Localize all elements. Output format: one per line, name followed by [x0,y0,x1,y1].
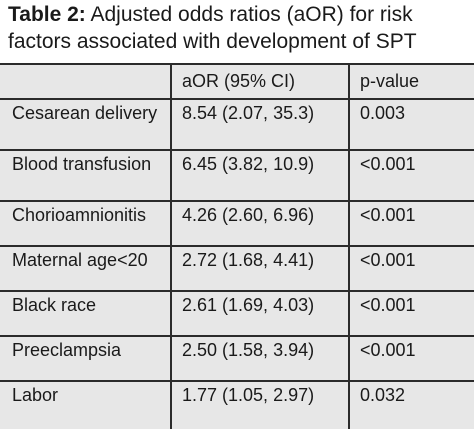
p-value-cell: <0.001 [348,335,474,382]
p-value-cell: 0.003 [348,98,474,151]
table-row: Preeclampsia 2.50 (1.58, 3.94) <0.001 [0,335,474,382]
caption-label: Table 2: [8,3,86,26]
table-row: Chorioamnionitis 4.26 (2.60, 6.96) <0.00… [0,200,474,247]
p-value-cell: <0.001 [348,149,474,202]
odds-ratio-table: aOR (95% CI) p-value Cesarean delivery 8… [0,63,474,429]
factor-cell: Labor [0,380,172,429]
aor-cell: 6.45 (3.82, 10.9) [170,149,350,202]
p-value-cell: <0.001 [348,200,474,247]
aor-cell: 2.50 (1.58, 3.94) [170,335,350,382]
aor-cell: 8.54 (2.07, 35.3) [170,98,350,151]
factor-cell: Black race [0,290,172,337]
table-row: Cesarean delivery 8.54 (2.07, 35.3) 0.00… [0,98,474,151]
factor-cell: Blood transfusion [0,149,172,202]
aor-cell: 2.72 (1.68, 4.41) [170,245,350,292]
aor-cell: 1.77 (1.05, 2.97) [170,380,350,429]
header-aor: aOR (95% CI) [170,63,350,100]
table-row: Blood transfusion 6.45 (3.82, 10.9) <0.0… [0,149,474,202]
p-value-cell: <0.001 [348,290,474,337]
header-p-value: p-value [348,63,474,100]
table-row: Maternal age<20 2.72 (1.68, 4.41) <0.001 [0,245,474,292]
p-value-cell: 0.032 [348,380,474,429]
factor-cell: Cesarean delivery [0,98,172,151]
table-row: Labor 1.77 (1.05, 2.97) 0.032 [0,380,474,429]
table-caption: Table 2: Adjusted odds ratios (aOR) for … [8,1,470,55]
p-value-cell: <0.001 [348,245,474,292]
factor-cell: Maternal age<20 [0,245,172,292]
factor-cell: Preeclampsia [0,335,172,382]
table-header-row: aOR (95% CI) p-value [0,63,474,100]
aor-cell: 4.26 (2.60, 6.96) [170,200,350,247]
table-row: Black race 2.61 (1.69, 4.03) <0.001 [0,290,474,337]
aor-cell: 2.61 (1.69, 4.03) [170,290,350,337]
header-factor [0,63,172,100]
caption-text: Adjusted odds ratios (aOR) for risk fact… [8,3,417,53]
factor-cell: Chorioamnionitis [0,200,172,247]
